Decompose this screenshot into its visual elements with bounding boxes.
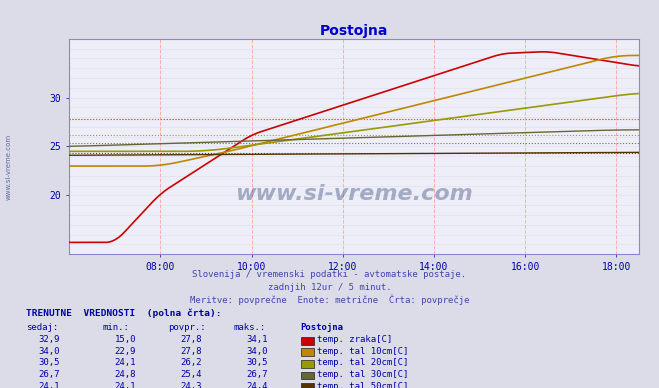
Text: Postojna: Postojna	[300, 323, 343, 332]
Text: 22,9: 22,9	[115, 347, 136, 356]
Text: 15,0: 15,0	[115, 335, 136, 344]
Text: min.:: min.:	[102, 323, 129, 332]
Text: zadnjih 12ur / 5 minut.: zadnjih 12ur / 5 minut.	[268, 283, 391, 292]
Text: sedaj:: sedaj:	[26, 323, 59, 332]
Text: 34,0: 34,0	[246, 347, 268, 356]
Text: temp. tal 10cm[C]: temp. tal 10cm[C]	[317, 347, 409, 356]
Text: 24,1: 24,1	[115, 382, 136, 388]
Text: temp. zraka[C]: temp. zraka[C]	[317, 335, 392, 344]
Text: Slovenija / vremenski podatki - avtomatske postaje.: Slovenija / vremenski podatki - avtomats…	[192, 270, 467, 279]
Text: TRENUTNE  VREDNOSTI  (polna črta):: TRENUTNE VREDNOSTI (polna črta):	[26, 309, 222, 318]
Text: 25,4: 25,4	[181, 370, 202, 379]
Text: 26,2: 26,2	[181, 359, 202, 367]
Text: www.si-vreme.com: www.si-vreme.com	[5, 134, 11, 200]
Text: 24,1: 24,1	[115, 359, 136, 367]
Text: 27,8: 27,8	[181, 335, 202, 344]
Title: Postojna: Postojna	[320, 24, 388, 38]
Text: Meritve: povprečne  Enote: metrične  Črta: povprečje: Meritve: povprečne Enote: metrične Črta:…	[190, 294, 469, 305]
Text: 32,9: 32,9	[39, 335, 60, 344]
Text: 27,8: 27,8	[181, 347, 202, 356]
Text: temp. tal 50cm[C]: temp. tal 50cm[C]	[317, 382, 409, 388]
Text: 34,0: 34,0	[39, 347, 60, 356]
Text: www.si-vreme.com: www.si-vreme.com	[235, 184, 473, 204]
Text: maks.:: maks.:	[234, 323, 266, 332]
Text: 30,5: 30,5	[39, 359, 60, 367]
Text: 26,7: 26,7	[246, 370, 268, 379]
Text: temp. tal 30cm[C]: temp. tal 30cm[C]	[317, 370, 409, 379]
Text: povpr.:: povpr.:	[168, 323, 206, 332]
Text: 24,4: 24,4	[246, 382, 268, 388]
Text: 34,1: 34,1	[246, 335, 268, 344]
Text: 24,1: 24,1	[39, 382, 60, 388]
Text: 24,8: 24,8	[115, 370, 136, 379]
Text: 30,5: 30,5	[246, 359, 268, 367]
Text: 24,3: 24,3	[181, 382, 202, 388]
Text: temp. tal 20cm[C]: temp. tal 20cm[C]	[317, 359, 409, 367]
Text: 26,7: 26,7	[39, 370, 60, 379]
